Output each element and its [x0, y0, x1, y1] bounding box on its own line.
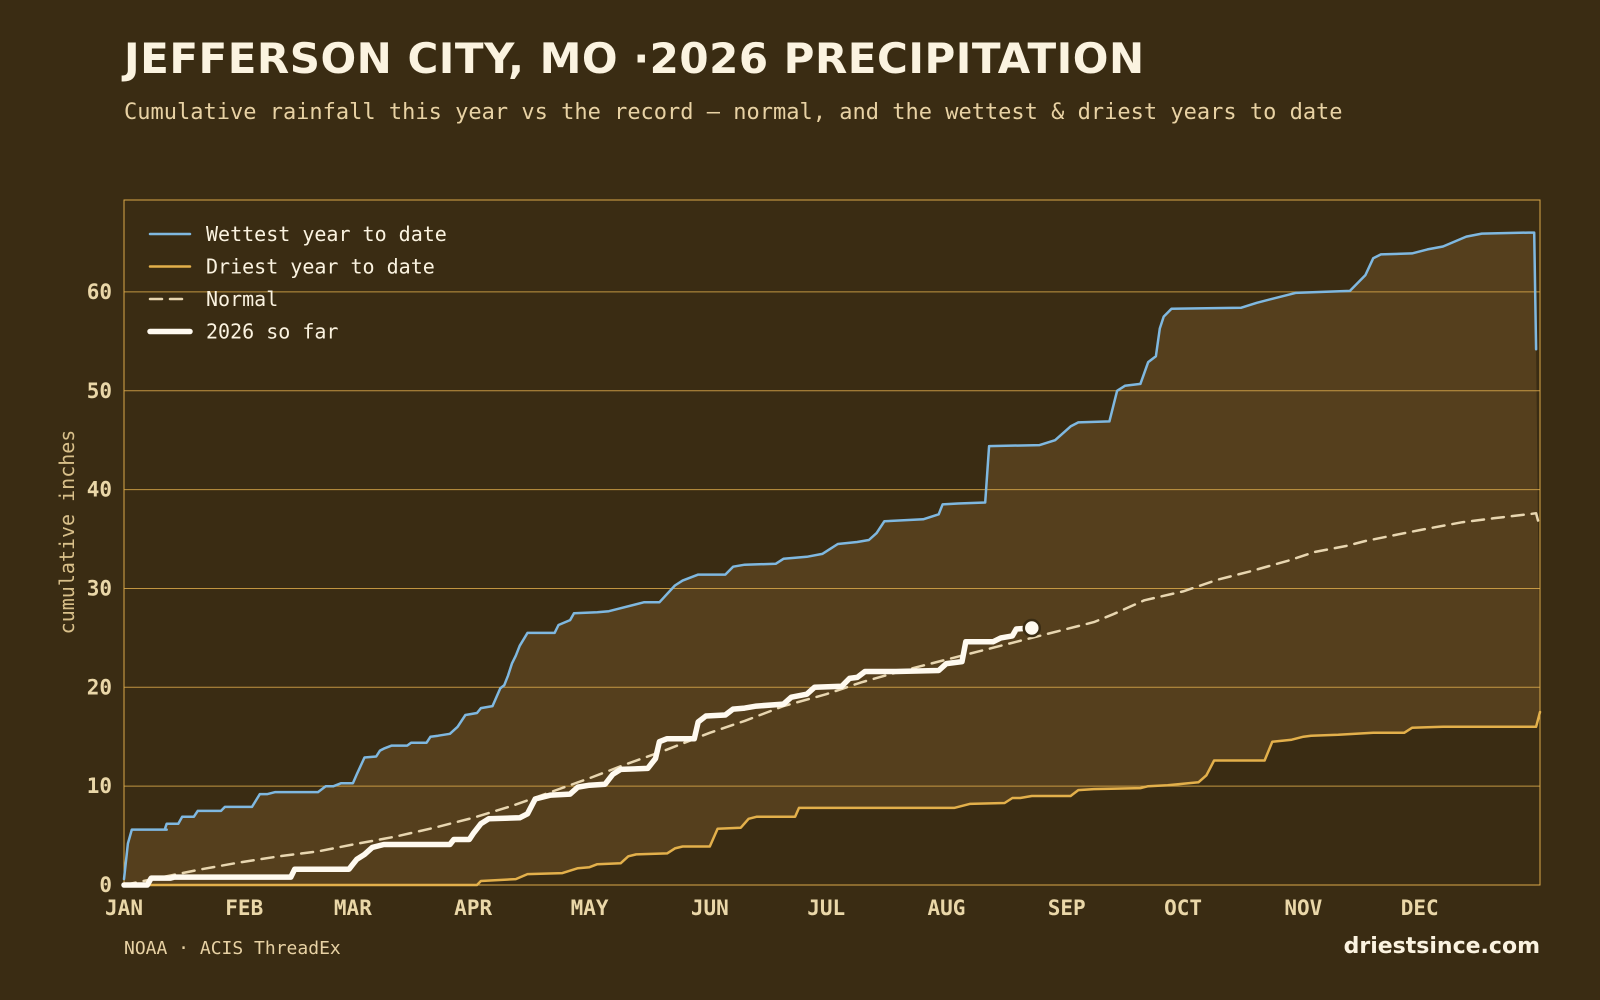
- x-tick-mar: MAR: [334, 896, 372, 920]
- x-tick-apr: APR: [454, 896, 492, 920]
- chart-title: JEFFERSON CITY, MO ·2026 PRECIPITATION: [124, 34, 1145, 83]
- chart-subtitle: Cumulative rainfall this year vs the rec…: [124, 100, 1343, 125]
- x-tick-jul: JUL: [807, 896, 845, 920]
- x-tick-jan: JAN: [105, 896, 143, 920]
- series-line-wettest-year-to-date: [122, 231, 1538, 881]
- y-tick-40: 40: [87, 478, 112, 502]
- legend-label-3: 2026 so far: [206, 320, 338, 344]
- plot-frame: [123, 199, 1541, 886]
- current-point-marker: [1022, 618, 1042, 638]
- x-tick-sep: SEP: [1048, 896, 1086, 920]
- x-tick-feb: FEB: [225, 896, 263, 920]
- source-credit: NOAA · ACIS ThreadEx: [124, 938, 341, 959]
- series-line-normal: [122, 512, 1542, 887]
- y-tick-60: 60: [87, 280, 112, 304]
- x-tick-aug: AUG: [927, 896, 965, 920]
- site-link[interactable]: driestsince.com: [1343, 934, 1540, 959]
- series-line-2026-so-far: [121, 625, 1035, 888]
- x-tick-may: MAY: [571, 896, 609, 920]
- legend-label-0: Wettest year to date: [206, 222, 447, 246]
- x-tick-jun: JUN: [691, 896, 729, 920]
- legend-label-1: Driest year to date: [206, 255, 435, 279]
- series-line-driest-year-to-date: [122, 710, 1542, 887]
- y-tick-30: 30: [87, 576, 112, 600]
- y-tick-0: 0: [99, 873, 112, 897]
- y-tick-10: 10: [87, 774, 112, 798]
- y-tick-50: 50: [87, 379, 112, 403]
- legend-label-2: Normal: [206, 287, 278, 311]
- y-axis-label: cumulative inches: [55, 430, 79, 635]
- record-range-band: [124, 232, 1540, 886]
- y-tick-20: 20: [87, 675, 112, 699]
- x-tick-oct: OCT: [1164, 896, 1202, 920]
- x-tick-dec: DEC: [1401, 896, 1439, 920]
- x-tick-nov: NOV: [1284, 896, 1322, 920]
